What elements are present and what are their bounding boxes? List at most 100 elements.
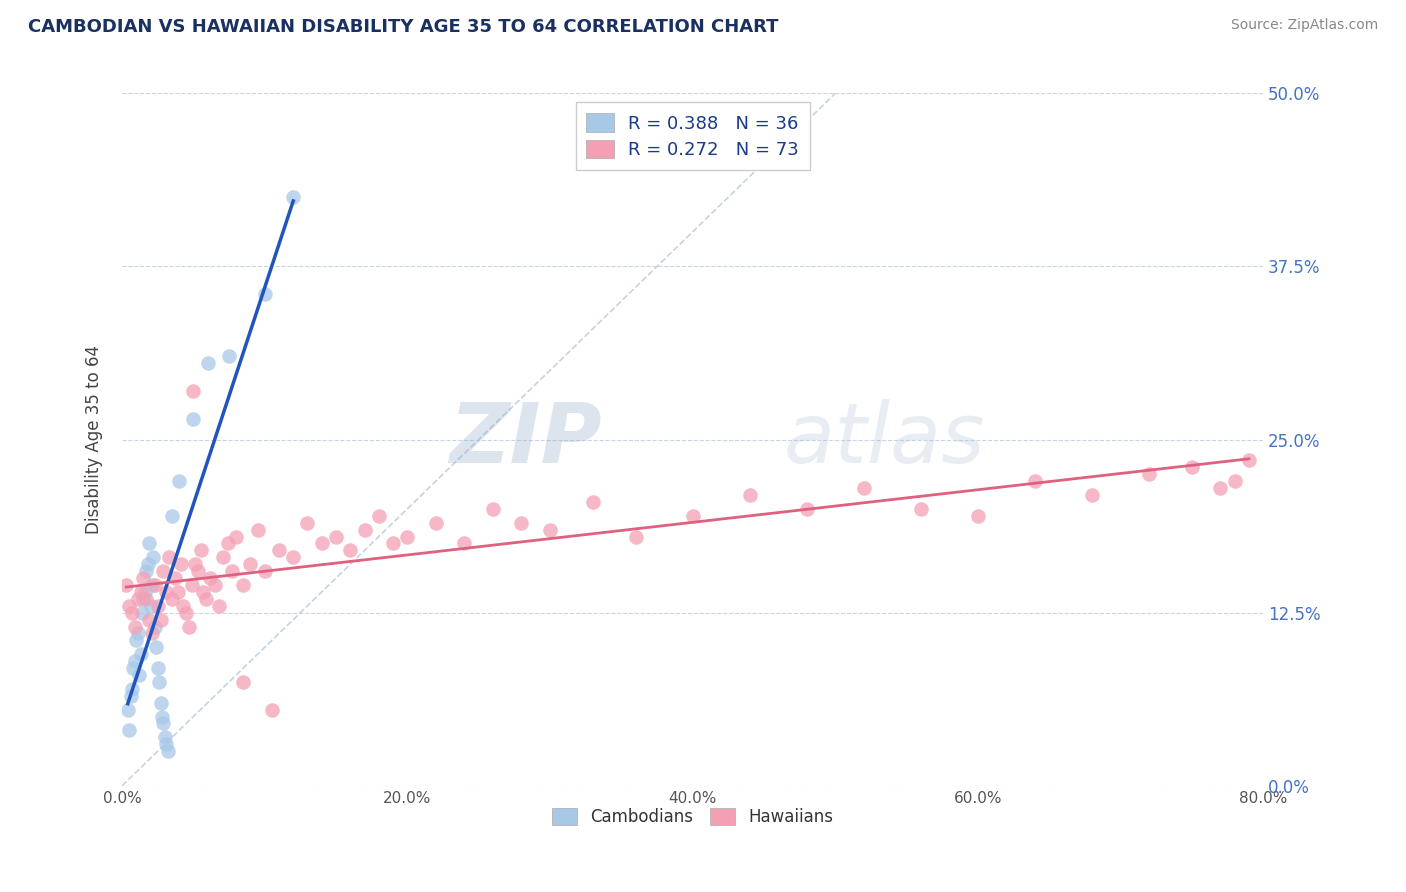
Point — [155, 737, 177, 751]
Point — [910, 501, 932, 516]
Point — [166, 585, 188, 599]
Point — [221, 564, 243, 578]
Point — [117, 703, 139, 717]
Point — [183, 412, 205, 426]
Point — [174, 606, 197, 620]
Point — [353, 523, 375, 537]
Point — [232, 578, 254, 592]
Point — [1137, 467, 1160, 482]
Point — [181, 578, 204, 592]
Point — [142, 550, 165, 565]
Point — [157, 550, 180, 565]
Point — [267, 543, 290, 558]
Point — [253, 564, 276, 578]
Point — [160, 591, 183, 606]
Point — [152, 564, 174, 578]
Point — [396, 529, 419, 543]
Point — [1181, 460, 1204, 475]
Point — [283, 190, 305, 204]
Point — [167, 474, 190, 488]
Point — [132, 591, 155, 606]
Point — [149, 613, 172, 627]
Point — [208, 599, 231, 613]
Point — [121, 681, 143, 696]
Point — [135, 591, 157, 606]
Point — [122, 661, 145, 675]
Point — [136, 558, 159, 572]
Point — [183, 384, 205, 398]
Point — [129, 585, 152, 599]
Point — [624, 529, 647, 543]
Legend: Cambodians, Hawaiians: Cambodians, Hawaiians — [546, 801, 839, 833]
Point — [253, 287, 276, 301]
Point — [212, 550, 235, 565]
Point — [146, 599, 169, 613]
Point — [153, 731, 176, 745]
Point — [246, 523, 269, 537]
Point — [967, 508, 990, 523]
Point — [145, 640, 167, 655]
Point — [453, 536, 475, 550]
Point — [127, 591, 149, 606]
Point — [217, 536, 239, 550]
Point — [141, 578, 163, 592]
Point — [118, 723, 141, 738]
Point — [121, 606, 143, 620]
Point — [582, 495, 605, 509]
Point — [232, 674, 254, 689]
Point — [120, 689, 142, 703]
Point — [172, 599, 194, 613]
Point — [139, 599, 162, 613]
Point — [200, 571, 222, 585]
Point — [239, 558, 262, 572]
Point — [852, 481, 875, 495]
Point — [1223, 474, 1246, 488]
Point — [138, 613, 160, 627]
Point — [218, 350, 240, 364]
Point — [138, 536, 160, 550]
Point — [150, 709, 173, 723]
Point — [367, 508, 389, 523]
Point — [118, 599, 141, 613]
Point — [382, 536, 405, 550]
Point — [169, 558, 191, 572]
Point — [796, 501, 818, 516]
Point — [193, 585, 215, 599]
Point — [682, 508, 704, 523]
Point — [1081, 488, 1104, 502]
Point — [163, 571, 186, 585]
Point — [283, 550, 305, 565]
Point — [260, 703, 283, 717]
Point — [1237, 453, 1260, 467]
Point — [125, 633, 148, 648]
Point — [482, 501, 505, 516]
Point — [124, 619, 146, 633]
Point — [195, 591, 218, 606]
Point — [177, 619, 200, 633]
Point — [129, 647, 152, 661]
Point — [325, 529, 347, 543]
Point — [197, 356, 219, 370]
Point — [339, 543, 361, 558]
Point — [1024, 474, 1046, 488]
Text: CAMBODIAN VS HAWAIIAN DISABILITY AGE 35 TO 64 CORRELATION CHART: CAMBODIAN VS HAWAIIAN DISABILITY AGE 35 … — [28, 18, 779, 36]
Point — [297, 516, 319, 530]
Point — [225, 529, 247, 543]
Point — [141, 626, 163, 640]
Point — [510, 516, 533, 530]
Point — [311, 536, 333, 550]
Point — [187, 564, 209, 578]
Point — [184, 558, 207, 572]
Point — [149, 696, 172, 710]
Point — [143, 619, 166, 633]
Point — [160, 508, 183, 523]
Point — [146, 661, 169, 675]
Point — [148, 674, 170, 689]
Text: ZIP: ZIP — [449, 399, 602, 480]
Y-axis label: Disability Age 35 to 64: Disability Age 35 to 64 — [86, 345, 103, 534]
Point — [190, 543, 212, 558]
Point — [204, 578, 226, 592]
Text: atlas: atlas — [785, 399, 986, 480]
Point — [134, 585, 156, 599]
Point — [155, 585, 177, 599]
